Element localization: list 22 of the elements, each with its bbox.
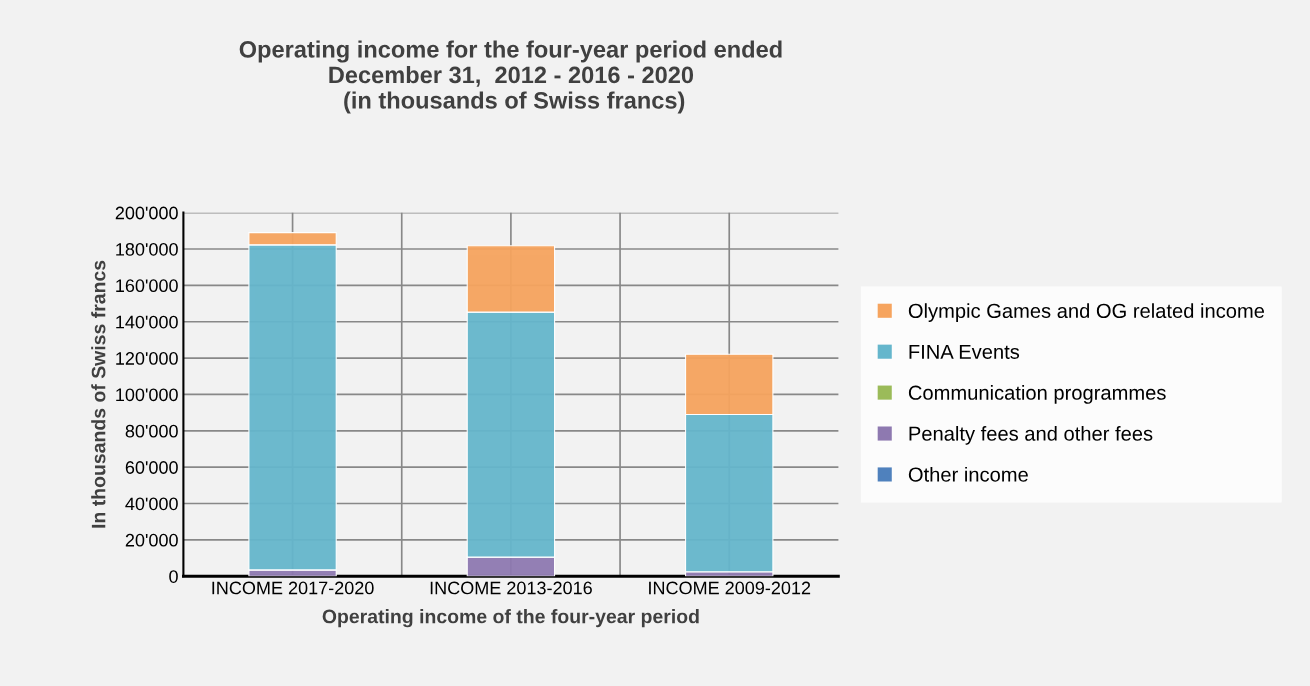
- x-axis-title: Operating income of the four-year period: [322, 609, 699, 628]
- y-tick-label: 200'000: [115, 206, 178, 220]
- y-tick-label: 40'000: [125, 497, 178, 511]
- legend-label: FINA Events: [909, 344, 1020, 359]
- y-tick-label: 140'000: [116, 315, 178, 329]
- y-tick-label: 20'000: [125, 533, 178, 547]
- x-tick-label: INCOME 2013-2016: [430, 581, 592, 595]
- y-tick-label: 180'000: [116, 242, 178, 256]
- y-tick-label: 160'000: [116, 279, 178, 293]
- chart-title: Operating income for the four-year period ended December 31, 2012 - 2016 - 2020 (in thousands of Swiss francs): [239, 40, 782, 114]
- legend-label: Communication programmes: [908, 385, 1166, 404]
- y-tick-label: 60'000: [125, 461, 178, 474]
- legend-label: Penalty fees and other fees: [909, 425, 1153, 445]
- legend-label: Olympic Games and OG related income: [908, 303, 1265, 322]
- legend-label: Other income: [908, 466, 1028, 482]
- y-tick-label: 100'000: [116, 388, 178, 402]
- y-tick-label: 120'000: [116, 352, 178, 365]
- y-axis-title: In thousands of Swiss francs: [91, 260, 106, 528]
- x-tick-label: INCOME 2017-2020: [212, 581, 374, 595]
- x-tick-label: INCOME 2009-2012: [649, 581, 811, 595]
- y-tick-label: 80'000: [125, 424, 178, 438]
- y-tick-label: 0: [169, 570, 178, 583]
